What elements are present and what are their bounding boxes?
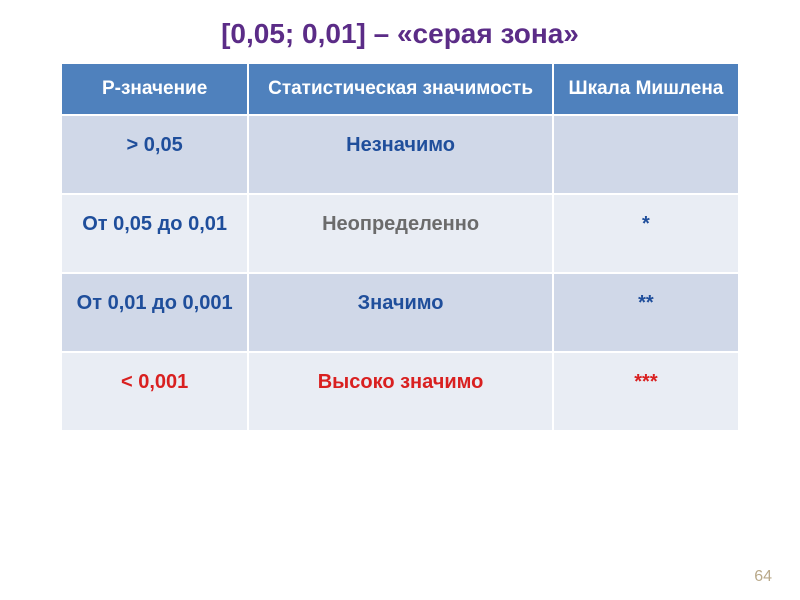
header-pvalue: P-значение [61,63,248,115]
cell-michelin [553,115,739,194]
cell-michelin: *** [553,352,739,431]
cell-significance: Неопределенно [248,194,553,273]
header-michelin: Шкала Мишлена [553,63,739,115]
cell-significance: Значимо [248,273,553,352]
page-number: 64 [754,568,772,586]
cell-pvalue: От 0,01 до 0,001 [61,273,248,352]
cell-pvalue: От 0,05 до 0,01 [61,194,248,273]
cell-michelin: * [553,194,739,273]
cell-significance: Высоко значимо [248,352,553,431]
table-header-row: P-значение Статистическая значимость Шка… [61,63,739,115]
table-row: < 0,001 Высоко значимо *** [61,352,739,431]
table-row: От 0,05 до 0,01 Неопределенно * [61,194,739,273]
table-row: > 0,05 Незначимо [61,115,739,194]
table-row: От 0,01 до 0,001 Значимо ** [61,273,739,352]
significance-table: P-значение Статистическая значимость Шка… [60,62,740,432]
cell-pvalue: > 0,05 [61,115,248,194]
cell-pvalue: < 0,001 [61,352,248,431]
cell-michelin: ** [553,273,739,352]
cell-significance: Незначимо [248,115,553,194]
header-significance: Статистическая значимость [248,63,553,115]
page-title: [0,05; 0,01] – «серая зона» [0,0,800,62]
